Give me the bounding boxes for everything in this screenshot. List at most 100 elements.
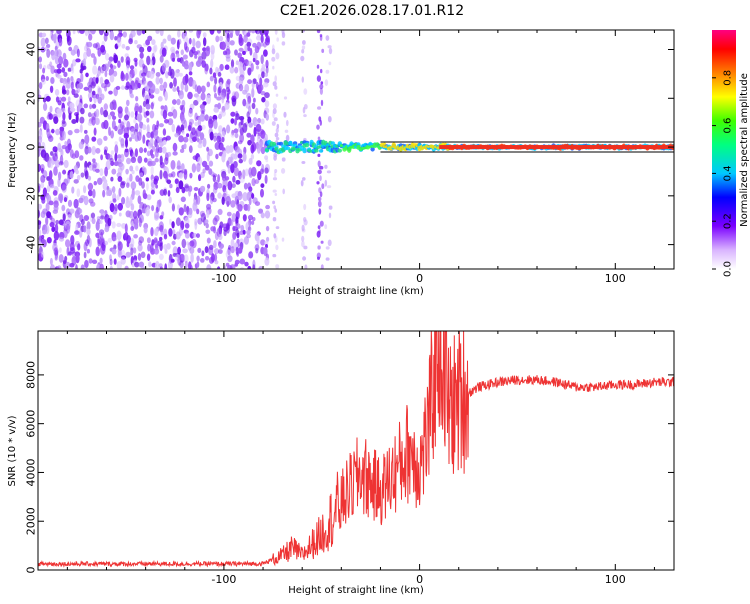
spectrogram-cell	[303, 203, 307, 211]
spectrogram-cell	[248, 122, 253, 128]
spectrogram-cell	[90, 30, 96, 35]
spectrogram-cell	[71, 88, 76, 96]
spectrogram-cell	[58, 254, 64, 263]
spectrogram-cell	[115, 85, 121, 90]
spectrogram-cell	[129, 65, 135, 70]
spectrogram-cell	[220, 110, 226, 117]
spectrogram-cell	[206, 81, 211, 88]
spectrogram-cell	[52, 153, 58, 162]
spectrogram-cell	[48, 135, 54, 143]
spectrogram-cell	[53, 33, 57, 44]
spectrogram-cell	[281, 237, 285, 242]
spectrogram-cell	[274, 85, 278, 90]
spectrogram-cell	[55, 219, 60, 225]
spectrogram-cell	[43, 102, 48, 111]
spectrogram-cell	[237, 52, 242, 59]
spectrogram-cell	[302, 147, 307, 154]
spectrogram-cell	[230, 219, 234, 226]
spectrogram-cell	[225, 80, 231, 90]
spectrogram-cell	[200, 258, 205, 263]
spectrogram-cell	[61, 121, 67, 128]
spectrogram-cell	[62, 169, 67, 175]
snr-xlabel: Height of straight line (km)	[288, 585, 424, 596]
spectrogram-cell	[149, 70, 155, 79]
spectrogram-cell	[255, 30, 261, 35]
spectrogram-cell	[147, 243, 151, 252]
spectrogram-cell	[91, 136, 97, 142]
spectrogram-cell	[138, 217, 142, 228]
spectrogram-cell	[161, 62, 167, 73]
spectrogram-cell	[143, 226, 148, 234]
spectrogram-cell	[226, 92, 230, 101]
spectrogram-cell	[319, 220, 324, 227]
spectrogram-cell	[134, 122, 139, 132]
spectrogram-cell	[247, 79, 253, 85]
spectrogram-cell	[235, 60, 239, 66]
spectrogram-cell	[91, 103, 97, 109]
spectrogram-cell	[281, 157, 286, 162]
spectrogram-cell	[90, 81, 96, 89]
spectrogram-cell	[242, 98, 247, 107]
spectrogram-cell	[318, 149, 324, 153]
spectrogram-cell	[118, 187, 122, 197]
spectrogram-cell	[132, 85, 138, 90]
snr-ylabel: SNR (10 * v/v)	[7, 415, 18, 486]
spectrogram-cell	[234, 262, 238, 267]
spectrogram-cell	[159, 169, 163, 180]
spectrogram-cell	[283, 96, 288, 100]
spectrogram-cell	[61, 184, 67, 193]
spectrogram-cell	[251, 81, 255, 89]
spectrogram-cell	[302, 40, 306, 45]
spectrogram-cell	[49, 221, 55, 228]
spectrogram-cell	[179, 253, 185, 263]
spectrogram-cell	[160, 105, 165, 110]
spectrogram-cell	[124, 265, 129, 269]
spectrogram-cell	[87, 112, 92, 118]
spectrogram-ytick-label: -20	[25, 187, 38, 205]
spectrogram-carrier-core	[439, 145, 674, 150]
colorbar-tick-label: 0.6	[723, 118, 734, 134]
spectrogram-cell	[254, 179, 260, 185]
snr-ytick-label: 8000	[25, 361, 38, 389]
spectrogram-cell	[209, 67, 213, 75]
colorbar-gradient	[712, 30, 736, 269]
spectrogram-cell	[171, 203, 175, 212]
spectrogram-cell	[264, 240, 269, 246]
spectrogram-cell	[175, 217, 181, 227]
spectrogram-cell	[129, 165, 134, 172]
spectrogram-cell	[62, 52, 67, 61]
spectrogram-cell	[200, 92, 206, 101]
spectrogram-cell	[54, 159, 60, 168]
spectrogram-cell	[93, 181, 98, 186]
spectrogram-cell	[103, 119, 109, 130]
spectrogram-cell	[80, 73, 84, 83]
spectrogram-cell	[194, 221, 198, 230]
spectrogram-cell	[38, 253, 44, 262]
spectrogram-cell	[321, 48, 325, 54]
spectrogram-cell	[65, 239, 71, 248]
spectrogram-cell	[154, 228, 159, 236]
spectrogram-cell	[224, 176, 230, 181]
spectrogram-cell	[230, 111, 236, 117]
spectrogram-cell	[234, 132, 239, 139]
spectrogram-cell	[242, 214, 247, 222]
spectrogram-xtick-label: 100	[605, 272, 626, 285]
spectrogram-cell	[134, 40, 138, 45]
spectrogram-cell	[192, 232, 197, 238]
snr-series-line	[38, 331, 674, 568]
spectrogram-cell	[42, 67, 46, 74]
spectrogram-cell	[275, 127, 279, 134]
spectrogram-cell	[226, 200, 230, 207]
spectrogram-cell	[230, 118, 235, 124]
spectrogram-cell	[138, 261, 145, 268]
spectrogram-cell	[53, 230, 60, 241]
spectrogram-cell	[117, 176, 123, 182]
spectrogram-cell	[79, 30, 85, 34]
spectrogram-cell	[104, 166, 108, 177]
spectrogram-cell	[319, 35, 323, 41]
spectrogram-cell	[116, 194, 120, 201]
spectrogram-cell	[92, 43, 98, 49]
spectrogram-cell	[155, 72, 161, 77]
spectrogram-cell	[320, 99, 324, 107]
spectrogram-cell	[146, 194, 152, 201]
